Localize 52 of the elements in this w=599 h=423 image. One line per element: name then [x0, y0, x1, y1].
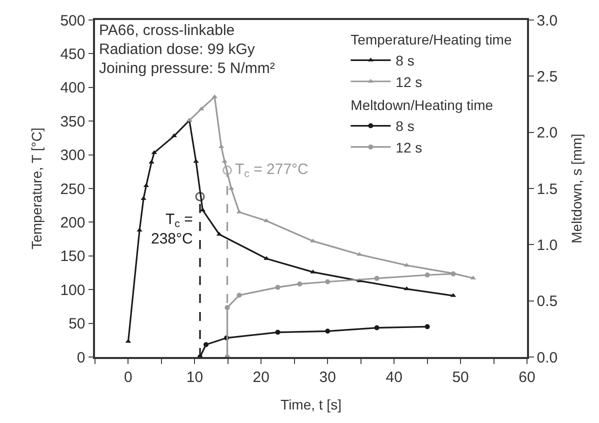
x-tick-label: 50: [452, 368, 469, 386]
point: [275, 330, 280, 335]
y-tick-label: 500: [60, 12, 86, 30]
y-tick-label: 450: [60, 46, 86, 63]
y2-tick-label: 2.0: [536, 124, 558, 142]
y2-tick-label: 1.5: [536, 180, 558, 198]
y-tick-label: 400: [60, 80, 86, 97]
y2-tick-label: 3.0: [536, 12, 558, 30]
annotation: Radiation dose: 99 kGy: [99, 41, 256, 58]
y-tick-label: 350: [60, 113, 86, 130]
y-tick-label: 200: [60, 214, 86, 232]
point: [171, 133, 177, 138]
x-tick-label: 10: [186, 368, 204, 386]
point: [325, 328, 330, 334]
point: [203, 342, 208, 348]
y-tick-label: 0: [76, 349, 86, 366]
legend-label: 8 s: [396, 118, 414, 134]
y2-axis-title: Meltdown, s [mm]: [568, 134, 584, 244]
y2-tick-label: 2.5: [536, 68, 558, 86]
point: [374, 325, 380, 330]
legend-label: 8 s: [396, 52, 414, 69]
y-tick-label: 50: [68, 316, 86, 333]
annotation: T$_{c}$ = 277°C: [235, 161, 309, 180]
legend-label: 12 s: [396, 74, 422, 90]
y2-tick-label: 0.0: [536, 349, 558, 366]
y2-tick-label: 1.0: [536, 236, 558, 254]
point: [424, 272, 430, 278]
point: [374, 276, 380, 281]
y-axis-title: Temperature, T [°C]: [28, 128, 44, 250]
annotation: PA66, cross-linkable: [99, 22, 235, 39]
x-tick-label: 60: [518, 368, 536, 386]
point: [424, 324, 430, 330]
y-tick-label: 250: [60, 180, 86, 198]
point: [224, 305, 230, 310]
x-tick-label: 20: [252, 368, 270, 386]
point: [325, 279, 330, 284]
x-axis-title: Time, t [s]: [280, 396, 342, 413]
point: [275, 284, 280, 290]
annotation: Joining pressure: 5 N/mm²: [99, 60, 275, 77]
y-tick-label: 150: [60, 248, 86, 266]
point: [297, 281, 302, 286]
y-tick-label: 100: [60, 282, 86, 299]
x-tick-label: 0: [124, 368, 132, 386]
legend-label: 12 s: [396, 139, 422, 156]
y2-tick-label: 0.5: [536, 293, 558, 310]
text: Meltdown/Heating time: [350, 97, 494, 114]
x-tick-label: 40: [386, 368, 402, 386]
text: Temperature/Heating time: [350, 31, 512, 48]
annotation: T$_{c}$ = 238°C: [151, 211, 194, 248]
point: [236, 292, 242, 298]
x-tick-label: 30: [319, 368, 336, 386]
y-tick-label: 300: [60, 147, 86, 164]
